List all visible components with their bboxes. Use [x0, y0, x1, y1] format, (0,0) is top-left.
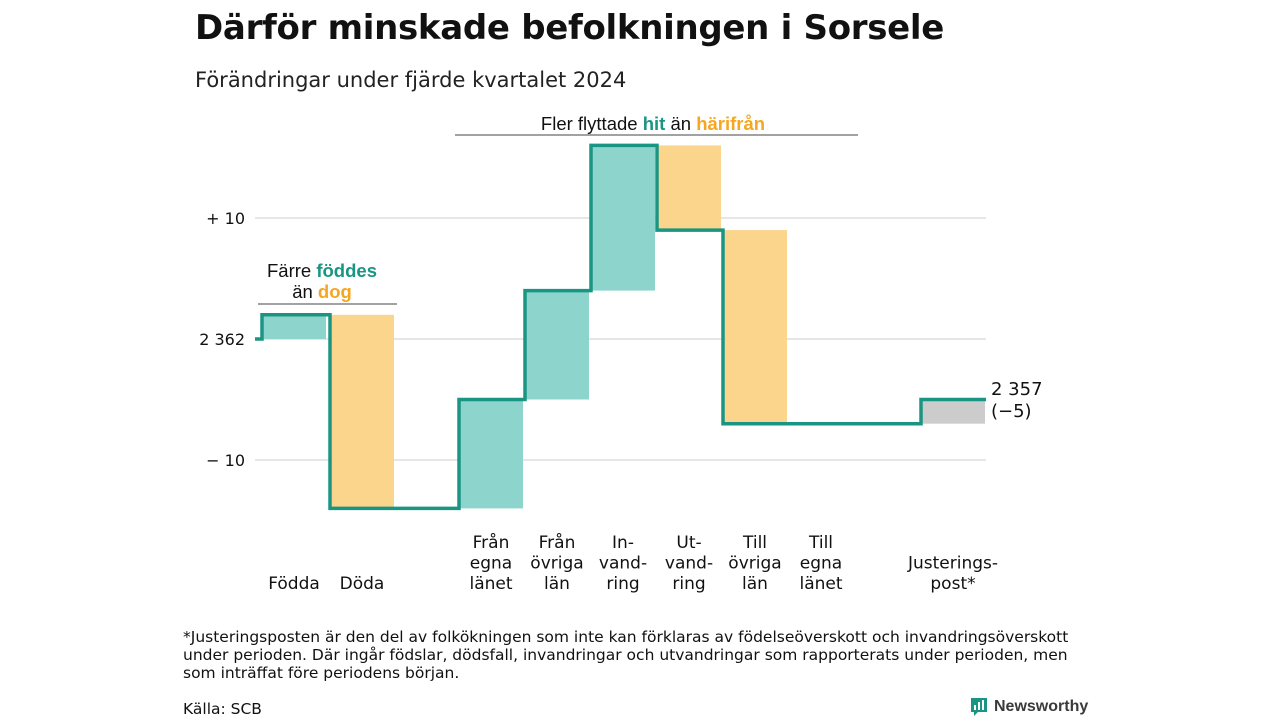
- waterfall-bar: [921, 399, 985, 424]
- annotation-highlight-teal: föddes: [316, 260, 377, 281]
- category-label: Födda: [268, 574, 320, 594]
- category-label: egna: [470, 554, 512, 574]
- category-label: vand-: [599, 554, 647, 574]
- chart-title: Därför minskade befolkningen i Sorsele: [195, 8, 945, 48]
- y-tick-label: − 10: [206, 451, 245, 470]
- category-label: Till: [742, 533, 767, 553]
- category-label: Från: [539, 532, 576, 553]
- end-value-label: 2 357: [991, 379, 1043, 400]
- y-tick-label: 2 362: [199, 330, 245, 349]
- waterfall-bar: [657, 145, 721, 231]
- annotation-highlight: hit: [643, 113, 666, 134]
- y-tick-label: + 10: [206, 209, 245, 228]
- source-label: Källa: SCB: [183, 700, 262, 718]
- category-label: post*: [930, 574, 975, 594]
- newsworthy-logo-icon: [971, 698, 987, 716]
- annotation-text: än: [292, 281, 318, 302]
- category-label: län: [544, 574, 570, 594]
- category-label: ring: [606, 574, 639, 594]
- footnote: *Justeringsposten är den del av folkökni…: [183, 628, 1069, 682]
- annotation-text: än: [665, 113, 696, 134]
- category-label: ring: [672, 574, 705, 594]
- annotation-text: Fler flyttade: [541, 113, 643, 134]
- category-label: övriga: [728, 554, 781, 574]
- annotation-migration: Fler flyttade hit än härifrån: [541, 113, 765, 134]
- category-label: vand-: [665, 554, 713, 574]
- end-change-label: (−5): [991, 401, 1032, 422]
- waterfall-bar: [525, 290, 589, 400]
- waterfall-bar: [591, 145, 655, 291]
- category-label: länet: [799, 574, 842, 594]
- annotation-births-line2: än dog: [292, 281, 352, 302]
- annotation-highlight-orange: dog: [318, 281, 352, 302]
- waterfall-bar: [330, 314, 394, 509]
- brand-name: Newsworthy: [994, 698, 1089, 715]
- category-label: Ut-: [676, 533, 701, 553]
- category-label: egna: [800, 554, 842, 574]
- waterfall-bar: [262, 314, 326, 339]
- category-label: Från: [473, 532, 510, 553]
- waterfall-bar: [459, 399, 523, 509]
- annotation-births-line1: Färre föddes: [267, 260, 377, 281]
- chart-subtitle: Förändringar under fjärde kvartalet 2024: [195, 68, 627, 92]
- waterfall-step-line: [255, 143, 986, 511]
- annotation-highlight: härifrån: [696, 113, 765, 134]
- annotation-text: Färre: [267, 260, 316, 281]
- category-label: Döda: [340, 574, 385, 594]
- category-label: länet: [469, 574, 512, 594]
- category-label: In-: [612, 533, 634, 553]
- category-label: Justerings-: [907, 554, 998, 574]
- waterfall-bar: [723, 230, 787, 424]
- category-label: övriga: [530, 554, 583, 574]
- category-label: Till: [808, 533, 833, 553]
- category-label: län: [742, 574, 768, 594]
- brand-logo: Newsworthy: [970, 697, 1088, 717]
